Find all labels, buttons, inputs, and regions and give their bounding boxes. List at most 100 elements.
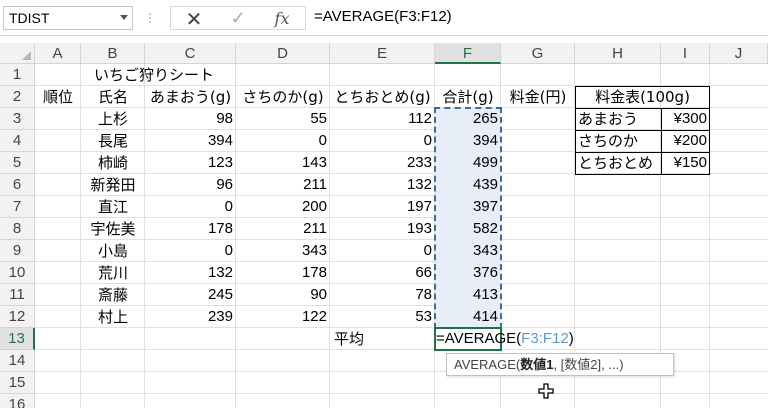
active-cell-f13[interactable]	[434, 327, 502, 351]
cell-name[interactable]: 上杉	[97, 110, 128, 128]
cell-tochiotome[interactable]: 0	[423, 242, 432, 259]
cell-name[interactable]: 荒川	[97, 264, 128, 282]
row-header-1[interactable]: 1	[0, 64, 35, 86]
cell-sachinoka[interactable]: 211	[303, 176, 327, 193]
row-header-15[interactable]: 15	[0, 372, 35, 394]
row-header-6[interactable]: 6	[0, 174, 35, 196]
cell-amaou[interactable]: 0	[224, 242, 233, 259]
column-header-j[interactable]: J	[710, 43, 768, 64]
formula-suffix: )	[568, 330, 574, 347]
formula-bar: TDIST ⋮ ✕ ✓ fx =AVERAGE(F3:F12)	[0, 0, 768, 36]
more-options-icon[interactable]: ⋮	[144, 11, 156, 25]
cell-total[interactable]: 397	[472, 198, 498, 215]
column-header-c[interactable]: C	[145, 43, 236, 64]
cell-amaou[interactable]: 98	[216, 110, 233, 127]
formula-input[interactable]: =AVERAGE(F3:F12)	[310, 6, 766, 30]
cell-name[interactable]: 宇佐美	[90, 220, 136, 238]
row-header-12[interactable]: 12	[0, 306, 35, 328]
cell-amaou[interactable]: 123	[207, 154, 233, 171]
cancel-icon[interactable]: ✕	[185, 7, 203, 31]
row-header-2[interactable]: 2	[0, 86, 35, 108]
cell-tochiotome[interactable]: 233	[406, 154, 432, 171]
cell-sachinoka[interactable]: 343	[301, 242, 327, 259]
cell-sachinoka[interactable]: 0	[318, 132, 327, 149]
column-header-h[interactable]: H	[575, 43, 661, 64]
selected-range-fill	[435, 108, 501, 328]
cell-sachinoka[interactable]: 200	[301, 198, 327, 215]
cell-amaou[interactable]: 0	[224, 198, 233, 215]
cell-name[interactable]: 小島	[97, 242, 128, 260]
column-header-g[interactable]: G	[501, 43, 575, 64]
cell-name[interactable]: 斎藤	[97, 286, 128, 304]
cell-total[interactable]: 414	[472, 308, 498, 325]
column-header-b[interactable]: B	[81, 43, 145, 64]
cell-total[interactable]: 439	[472, 176, 498, 193]
cell-amaou[interactable]: 178	[207, 220, 233, 237]
header-amaou: あまおう(g)	[149, 88, 232, 106]
row-header-13[interactable]: 13	[0, 328, 35, 350]
row-header-5[interactable]: 5	[0, 152, 35, 174]
select-all-button[interactable]	[0, 43, 35, 64]
name-box[interactable]: TDIST	[3, 6, 133, 30]
cell-sachinoka[interactable]: 55	[310, 110, 327, 127]
cell-name[interactable]: 柿崎	[97, 154, 128, 172]
cell-amaou[interactable]: 96	[216, 176, 233, 193]
cell-sachinoka[interactable]: 178	[301, 264, 327, 281]
cell-tochiotome[interactable]: 132	[406, 176, 432, 193]
cell-name[interactable]: 直江	[97, 198, 128, 216]
header-fee: 料金(円)	[509, 88, 567, 106]
cell-total[interactable]: 499	[472, 154, 498, 171]
tooltip-function: AVERAGE(	[454, 357, 521, 372]
cell-total[interactable]: 265	[472, 110, 498, 127]
cell-tochiotome[interactable]: 78	[415, 286, 432, 303]
cell-total[interactable]: 376	[472, 264, 498, 281]
column-header-a[interactable]: A	[35, 43, 81, 64]
cell-amaou[interactable]: 245	[207, 286, 233, 303]
insert-function-icon[interactable]: fx	[274, 9, 290, 28]
function-tooltip[interactable]: AVERAGE(数値1, [数値2], ...)	[446, 353, 674, 376]
cell-name[interactable]: 村上	[97, 308, 128, 326]
row-header-7[interactable]: 7	[0, 196, 35, 218]
cell-total[interactable]: 413	[472, 286, 498, 303]
cell-amaou[interactable]: 394	[207, 132, 233, 149]
cell-tochiotome[interactable]: 197	[406, 198, 432, 215]
price-variety: あまおう	[578, 110, 639, 128]
cell-total[interactable]: 343	[472, 242, 498, 259]
cell-sachinoka[interactable]: 143	[301, 154, 327, 171]
row-header-3[interactable]: 3	[0, 108, 35, 130]
cell-tochiotome[interactable]: 0	[423, 132, 432, 149]
cell-tochiotome[interactable]: 66	[415, 264, 432, 281]
cell-name[interactable]: 長尾	[97, 132, 128, 150]
column-header-d[interactable]: D	[236, 43, 330, 64]
cell-tochiotome[interactable]: 193	[406, 220, 432, 237]
row-header-16[interactable]: 16	[0, 394, 35, 408]
check-icon[interactable]: ✓	[230, 8, 246, 29]
price-table-title: 料金表(100g)	[595, 88, 690, 106]
column-header-f[interactable]: F	[435, 43, 501, 64]
cell-editor[interactable]: =AVERAGE(F3:F12)	[436, 328, 574, 350]
column-header-e[interactable]: E	[330, 43, 435, 64]
price-value: ¥150	[673, 154, 707, 171]
cell-sachinoka[interactable]: 90	[310, 286, 327, 303]
price-value: ¥200	[673, 132, 707, 149]
chevron-down-icon[interactable]	[120, 15, 128, 20]
row-header-9[interactable]: 9	[0, 240, 35, 262]
cell-amaou[interactable]: 132	[207, 264, 233, 281]
cross-cursor-icon	[538, 383, 554, 399]
row-header-14[interactable]: 14	[0, 350, 35, 372]
cell-sachinoka[interactable]: 122	[301, 308, 327, 325]
cell-amaou[interactable]: 239	[207, 308, 233, 325]
cell-tochiotome[interactable]: 53	[415, 308, 432, 325]
header-rank: 順位	[42, 88, 73, 106]
row-header-10[interactable]: 10	[0, 262, 35, 284]
cell-total[interactable]: 582	[472, 220, 498, 237]
row-header-11[interactable]: 11	[0, 284, 35, 306]
column-header-i[interactable]: I	[661, 43, 710, 64]
cell-sachinoka[interactable]: 211	[303, 220, 327, 237]
row-header-4[interactable]: 4	[0, 130, 35, 152]
cell-tochiotome[interactable]: 112	[408, 110, 432, 127]
cell-total[interactable]: 394	[472, 132, 498, 149]
cell-name[interactable]: 新発田	[90, 176, 136, 194]
row-header-8[interactable]: 8	[0, 218, 35, 240]
tooltip-arg1: 数値1	[520, 357, 554, 372]
